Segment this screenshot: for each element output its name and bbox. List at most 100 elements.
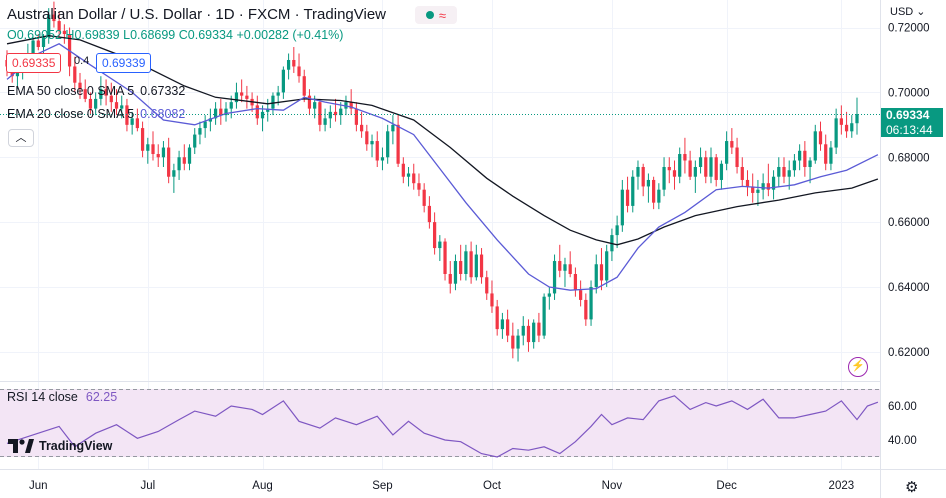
candle-body <box>182 157 186 164</box>
candle <box>652 176 656 210</box>
candle-body <box>844 124 849 132</box>
candle-body <box>172 170 176 177</box>
candle-body <box>657 189 661 203</box>
candle <box>130 111 134 135</box>
candle-body <box>443 241 447 274</box>
candle <box>432 212 437 255</box>
candle-body <box>479 254 484 278</box>
ema50-legend[interactable]: EMA 50 close 0 SMA 5 0.67332 <box>7 84 185 98</box>
sell-price-button[interactable]: 0.69335 <box>6 53 62 73</box>
candle <box>552 254 557 300</box>
candle <box>161 141 166 167</box>
candle-body <box>620 189 624 226</box>
currency-label: USD <box>890 6 914 18</box>
candle <box>99 76 103 106</box>
candle <box>391 115 395 145</box>
collapse-legend-button[interactable]: ︿ <box>8 129 34 147</box>
candle-body <box>114 102 119 109</box>
candle <box>808 157 812 184</box>
candle <box>620 179 624 232</box>
candle-body <box>511 335 515 349</box>
candle-body <box>453 261 458 284</box>
candle <box>662 157 666 197</box>
candle <box>245 85 249 109</box>
candle-body <box>782 166 786 177</box>
candle <box>641 163 645 197</box>
candle <box>839 105 843 135</box>
candle-body <box>537 322 541 336</box>
candle <box>208 108 212 132</box>
candle <box>443 238 447 281</box>
candle-body <box>109 95 113 103</box>
candle-body <box>422 189 426 206</box>
rsi-value: 62.25 <box>85 390 118 404</box>
candle-body <box>219 108 223 116</box>
candle-body <box>740 166 744 180</box>
currency-selector[interactable]: USD ⌄ <box>890 5 926 18</box>
candle-body <box>354 108 359 125</box>
candle-body <box>579 290 583 300</box>
candle <box>631 170 635 213</box>
candle-body <box>177 157 181 171</box>
candle-body <box>662 166 666 190</box>
candle-body <box>719 163 724 180</box>
price-tick-label: 0.64000 <box>888 282 930 294</box>
candle-body <box>641 166 645 187</box>
candle-body <box>391 124 395 132</box>
candle <box>412 163 416 190</box>
candle <box>813 124 817 164</box>
buy-price-button[interactable]: 0.69339 <box>96 53 152 73</box>
candle <box>610 228 614 262</box>
candle-body <box>271 95 275 109</box>
candle-body <box>140 128 145 151</box>
candle-body <box>631 176 635 206</box>
price-tick-label: 0.66000 <box>888 217 930 229</box>
candle-body <box>78 82 82 90</box>
candle <box>584 293 588 326</box>
brand-name: TradingView <box>39 439 113 453</box>
candle <box>792 154 797 177</box>
candle-body <box>412 173 416 184</box>
candle <box>380 147 385 171</box>
candle <box>219 98 223 125</box>
candle <box>52 1 56 28</box>
candle-body <box>693 166 697 177</box>
candle <box>125 98 129 132</box>
price-tick-label: 0.62000 <box>888 347 930 359</box>
rsi-legend[interactable]: RSI 14 close 62.25 <box>7 390 117 404</box>
market-status[interactable]: ≈ <box>415 6 457 24</box>
candle-body <box>401 163 405 177</box>
candle-body <box>521 325 525 336</box>
gear-icon[interactable]: ⚙ <box>905 479 919 496</box>
time-tick-label: Oct <box>483 480 502 492</box>
candle-body <box>266 108 270 112</box>
candle <box>667 157 671 184</box>
candle-body <box>286 59 291 70</box>
candle-body <box>292 59 296 67</box>
ema20-legend[interactable]: EMA 20 close 0 SMA 5 0.68082 <box>7 107 185 121</box>
candle <box>453 254 458 291</box>
price-tick-label: 0.72000 <box>888 23 930 35</box>
candle <box>474 244 478 281</box>
candle-body <box>704 157 708 177</box>
candle <box>521 316 525 346</box>
rsi-axis-labels: 60.00 40.00 <box>888 401 917 447</box>
price-tick-label: 0.68000 <box>888 152 930 164</box>
lightning-icon[interactable]: ⚡ <box>848 357 868 377</box>
ema50-line <box>6 35 879 246</box>
candle <box>615 215 619 249</box>
candle-body <box>313 102 317 109</box>
candle-body <box>365 131 369 145</box>
bar-countdown: 06:13:44 <box>881 122 943 137</box>
candle-body <box>323 118 327 125</box>
tradingview-logo[interactable]: TradingView <box>8 439 112 453</box>
candle-body <box>526 325 531 343</box>
candle-body <box>83 89 87 99</box>
candle <box>532 319 536 349</box>
candle-body <box>798 150 802 161</box>
candle-body <box>735 147 739 167</box>
candle <box>542 293 546 339</box>
candle-body <box>672 170 677 177</box>
